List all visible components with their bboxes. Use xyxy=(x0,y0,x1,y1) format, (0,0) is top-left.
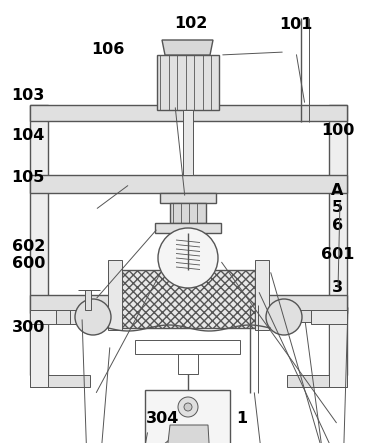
Text: 1: 1 xyxy=(236,411,247,426)
Bar xyxy=(85,290,91,310)
Text: A: A xyxy=(331,183,343,198)
Text: 5: 5 xyxy=(332,200,343,215)
Bar xyxy=(30,175,347,193)
Bar xyxy=(311,310,347,324)
Circle shape xyxy=(75,299,111,335)
Polygon shape xyxy=(162,40,213,55)
Bar xyxy=(287,375,347,387)
Text: 102: 102 xyxy=(174,16,207,31)
Bar xyxy=(170,203,206,223)
Bar xyxy=(56,310,70,324)
Circle shape xyxy=(266,299,302,335)
Text: 3: 3 xyxy=(332,280,343,295)
Bar xyxy=(287,310,347,322)
Text: 300: 300 xyxy=(12,320,45,335)
Text: 601: 601 xyxy=(321,247,354,262)
Bar xyxy=(255,260,269,330)
Bar xyxy=(30,105,347,121)
Bar xyxy=(30,375,90,387)
Circle shape xyxy=(158,228,218,288)
Bar xyxy=(120,270,255,328)
Bar xyxy=(30,310,82,324)
Text: 304: 304 xyxy=(146,411,179,426)
Circle shape xyxy=(184,403,192,411)
Bar xyxy=(108,260,122,330)
Bar xyxy=(160,193,216,203)
Text: 602: 602 xyxy=(12,239,45,254)
Bar xyxy=(178,354,198,374)
Text: 6: 6 xyxy=(332,218,343,233)
Bar xyxy=(30,295,347,313)
Bar xyxy=(329,105,347,375)
Circle shape xyxy=(178,397,198,417)
Text: 106: 106 xyxy=(91,42,124,57)
Text: 104: 104 xyxy=(12,128,45,143)
Polygon shape xyxy=(166,425,210,443)
Bar xyxy=(175,233,201,241)
Bar xyxy=(155,223,221,233)
Text: 103: 103 xyxy=(12,88,45,103)
Text: 101: 101 xyxy=(279,17,313,32)
Text: 105: 105 xyxy=(12,170,45,185)
Bar xyxy=(30,105,48,375)
Bar xyxy=(157,55,219,110)
Text: 100: 100 xyxy=(321,123,354,138)
Bar xyxy=(329,310,347,387)
Bar xyxy=(30,310,48,387)
Bar xyxy=(135,340,240,354)
Bar xyxy=(30,310,90,322)
Bar xyxy=(145,390,230,443)
Text: 600: 600 xyxy=(12,256,45,271)
Polygon shape xyxy=(163,435,215,443)
Bar xyxy=(183,110,193,175)
